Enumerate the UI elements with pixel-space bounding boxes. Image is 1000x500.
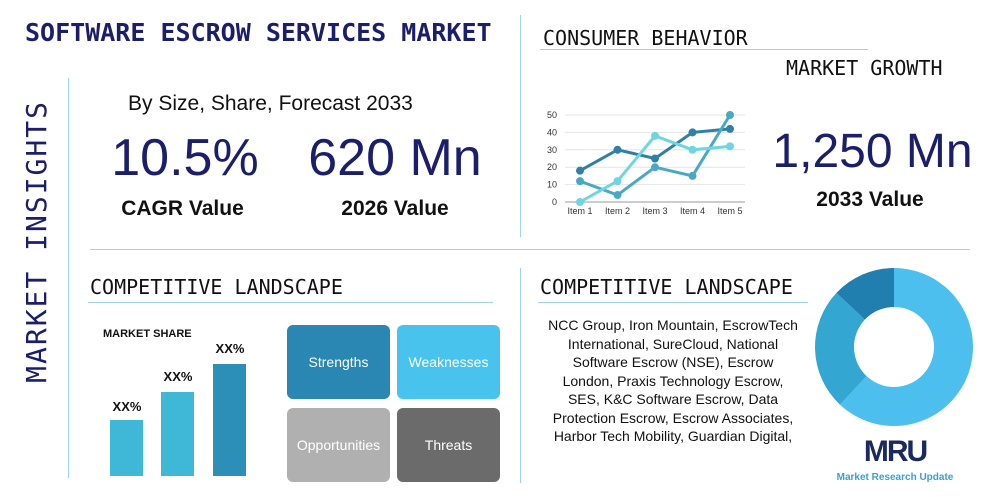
x-tick-label: Item 5 [717, 206, 742, 216]
value-2026: 620 Mn [308, 129, 482, 187]
swot-threats: Threats [397, 408, 500, 482]
cagr-value: 10.5% [111, 129, 259, 187]
label-2033: 2033 Value [816, 188, 924, 211]
market-share-label: MARKET SHARE [103, 328, 192, 340]
donut-slice [839, 268, 973, 426]
companies-list: NCC Group, Iron Mountain, EscrowTech Int… [548, 317, 798, 444]
data-point [576, 166, 584, 175]
bar-label: XX% [112, 399, 142, 414]
data-point [576, 198, 584, 206]
data-point [576, 177, 584, 186]
data-point [651, 154, 659, 163]
value-2033: 1,250 Mn [772, 125, 973, 178]
side-label: MARKET INSIGHTS [20, 100, 53, 383]
divider [520, 15, 521, 237]
page-title: SOFTWARE ESCROW SERVICES MARKET [25, 18, 492, 47]
divider [88, 302, 493, 303]
x-tick-label: Item 3 [642, 206, 667, 216]
data-point [688, 128, 697, 137]
x-tick-label: Item 4 [680, 206, 705, 216]
market-growth-heading: MARKET GROWTH [786, 56, 943, 80]
logo-text: Market Research Update [836, 472, 954, 483]
x-tick-label: Item 1 [567, 206, 592, 216]
divider [540, 49, 868, 50]
divider [90, 249, 970, 250]
data-point [613, 191, 622, 200]
donut-chart [815, 268, 973, 426]
y-tick-label: 20 [547, 162, 557, 172]
share-bar [213, 364, 246, 476]
line-chart: 0 10 20 30 40 50 Item 1 Item 2 Item 3 Item 4 Item … [547, 110, 745, 216]
data-point [726, 124, 734, 133]
subtitle: By Size, Share, Forecast 2033 [128, 92, 413, 115]
divider [520, 268, 521, 483]
bar-label: XX% [215, 341, 245, 356]
data-point [688, 145, 697, 154]
y-tick-label: 40 [547, 127, 557, 137]
data-point [613, 177, 622, 186]
divider [68, 78, 69, 478]
divider [538, 302, 808, 303]
data-point [651, 163, 659, 172]
share-bar [110, 420, 143, 476]
data-point [651, 131, 659, 140]
landscape-left-heading: COMPETITIVE LANDSCAPE [90, 275, 343, 299]
logo-mark: MRU [863, 435, 928, 468]
y-tick-label: 0 [552, 197, 557, 207]
share-bar [161, 392, 194, 476]
y-tick-label: 30 [547, 145, 557, 155]
label-2026: 2026 Value [341, 197, 449, 220]
donut-slice [836, 268, 894, 320]
y-tick-label: 50 [547, 110, 557, 120]
data-point [726, 111, 734, 119]
swot-weaknesses: Weaknesses [397, 325, 500, 399]
y-tick-label: 10 [547, 180, 557, 190]
donut-slice [815, 292, 867, 405]
x-tick-label: Item 2 [605, 206, 630, 216]
bar-label: XX% [163, 369, 193, 384]
consumer-heading: CONSUMER BEHAVIOR [543, 26, 748, 50]
cagr-label: CAGR Value [121, 197, 244, 220]
swot-opportunities: Opportunities [287, 408, 390, 482]
swot-strengths: Strengths [287, 325, 390, 399]
data-point [726, 142, 734, 151]
data-point [688, 171, 697, 180]
landscape-right-heading: COMPETITIVE LANDSCAPE [540, 275, 793, 299]
data-point [613, 145, 622, 154]
